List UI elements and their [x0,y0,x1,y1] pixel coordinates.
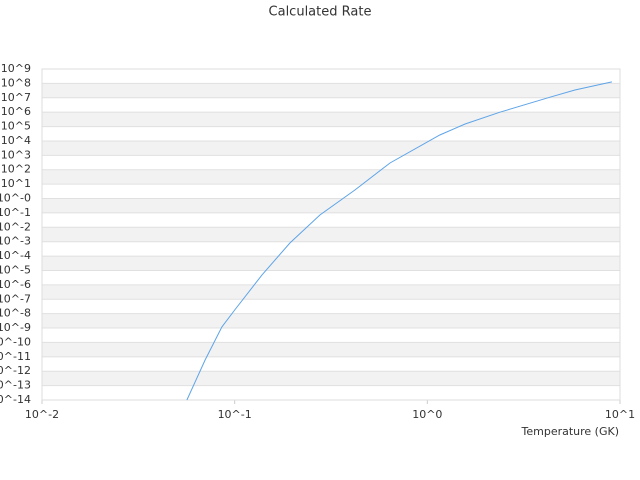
y-tick-label: 10^1 [1,177,31,190]
grid [42,83,620,386]
y-tick-label: 10^8 [1,76,31,89]
plot-border [41,68,621,401]
y-tick-label: 10^-10 [0,335,31,348]
x-tick-label: 10^0 [412,408,442,421]
y-tick-label: 10^5 [1,120,31,133]
y-tick-label: 10^-9 [0,321,31,334]
grid-band [42,342,620,357]
y-tick-label: 10^2 [1,163,31,176]
x-tick-label: 10^-1 [218,408,252,421]
grid-band [42,140,620,156]
grid-band [42,198,620,213]
grid-band [42,284,620,300]
y-tick-label: 10^9 [1,62,31,75]
y-tick-label: 10^-14 [0,393,31,406]
y-tick-label: 10^6 [1,105,31,118]
grid-band [42,371,620,386]
grid-band [42,112,620,127]
y-tick-label: 10^-4 [0,249,31,262]
y-tick-label: 10^-7 [0,292,31,305]
x-tick-label: 10^1 [605,408,635,421]
y-tick-label: 10^4 [1,134,31,147]
y-tick-label: 10^-13 [0,379,31,392]
y-tick-label: 10^-12 [0,364,31,377]
grid-band [42,83,620,98]
y-tick-label: 10^-0 [0,192,31,205]
y-tick-label: 10^-1 [0,206,31,219]
line [186,81,613,401]
y-tick-label: 10^-2 [0,220,31,233]
grid-band [42,227,620,242]
grid-band [42,313,620,329]
y-tick-label: 10^-5 [0,263,31,276]
grid-band [42,169,620,185]
x-tick-label: 10^-2 [25,408,59,421]
y-tick-label: 10^-6 [0,278,31,291]
grid-band [42,256,620,271]
y-tick-label: 10^7 [1,91,31,104]
y-tick-label: 10^-8 [0,307,31,320]
chart-title: Calculated Rate [269,5,372,20]
x-axis-label: Temperature (GK) [521,425,620,438]
y-tick-label: 10^-3 [0,235,31,248]
y-tick-label: 10^3 [1,148,31,161]
y-tick-label: 10^-11 [0,350,31,363]
